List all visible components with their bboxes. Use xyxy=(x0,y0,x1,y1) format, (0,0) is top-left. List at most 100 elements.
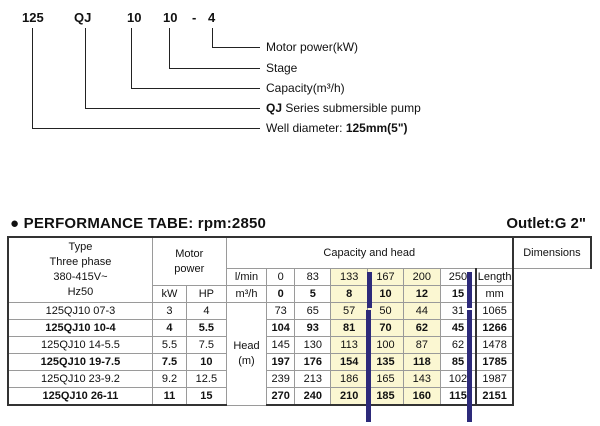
head-label-line: Head xyxy=(233,339,260,352)
head-cell: 130 xyxy=(294,336,332,354)
head-cell: 62 xyxy=(403,319,441,337)
hp-cell: 5.5 xyxy=(186,319,227,337)
hp-header: HP xyxy=(186,285,227,303)
kw-header: kW xyxy=(151,285,188,303)
type-header-line: Three phase xyxy=(49,256,112,268)
range-marker-left xyxy=(366,310,371,422)
connector-line xyxy=(212,47,260,48)
connector-line xyxy=(212,28,213,48)
table-row: 125QJ10 19-7.5 7.5 10 197 176 154 135 11… xyxy=(6,353,591,371)
code-stage: 10 xyxy=(163,10,178,25)
mm-header: mm xyxy=(475,285,514,303)
lmin-value: 83 xyxy=(294,268,332,286)
length-cell: 2151 xyxy=(475,387,514,406)
lmin-value: 167 xyxy=(366,268,405,286)
well-diameter-label: Well diameter: 125mm(5") xyxy=(266,121,408,135)
kw-cell: 3 xyxy=(151,302,188,320)
connector-line xyxy=(131,28,132,89)
hp-cell: 15 xyxy=(186,387,227,406)
head-cell: 73 xyxy=(266,302,296,320)
motor-header-line: power xyxy=(174,262,205,275)
m3h-value: 0 xyxy=(266,285,296,303)
m3h-value: 5 xyxy=(294,285,332,303)
table-row: 125QJ10 23-9.2 9.2 12.5 239 213 186 165 … xyxy=(6,370,591,388)
lmin-value: 200 xyxy=(403,268,441,286)
head-cell: 50 xyxy=(366,302,405,320)
head-cell: 145 xyxy=(266,336,296,354)
kw-cell: 7.5 xyxy=(151,353,188,371)
head-cell: 239 xyxy=(266,370,296,388)
connector-line xyxy=(32,128,260,129)
performance-table: Type Three phase 380-415V~ Hz50 Motor po… xyxy=(6,236,593,406)
type-header: Type Three phase 380-415V~ Hz50 xyxy=(6,236,153,303)
head-cell: 154 xyxy=(330,353,368,371)
series-text: Series submersible pump xyxy=(282,101,421,115)
motor-header-line: Motor xyxy=(175,247,204,260)
head-cell: 213 xyxy=(294,370,332,388)
m3h-value: 12 xyxy=(403,285,441,303)
model-cell: 125QJ10 14-5.5 xyxy=(6,336,153,354)
table-row: 125QJ10 26-11 11 15 270 240 210 185 160 … xyxy=(6,387,591,406)
head-cell: 240 xyxy=(294,387,332,406)
head-cell: 93 xyxy=(294,319,332,337)
kw-cell: 4 xyxy=(151,319,188,337)
outlet-size: Outlet:G 2" xyxy=(506,215,586,232)
series-prefix: QJ xyxy=(266,101,283,115)
head-label: Head (m) xyxy=(225,302,268,406)
connector-line xyxy=(85,28,86,109)
head-cell: 270 xyxy=(266,387,296,406)
length-cell: 1478 xyxy=(475,336,514,354)
motor-power-label: Motor power(kW) xyxy=(266,40,359,54)
table-row: 125QJ10 10-4 4 5.5 104 93 81 70 62 45 12… xyxy=(6,319,591,337)
code-capacity: 10 xyxy=(127,10,142,25)
head-cell: 118 xyxy=(403,353,441,371)
head-cell: 87 xyxy=(403,336,441,354)
type-header-line: Type xyxy=(68,241,93,253)
range-marker-right xyxy=(467,310,472,422)
motor-power-header: Motor power xyxy=(151,236,227,286)
head-cell: 100 xyxy=(366,336,405,354)
lmin-value: 0 xyxy=(266,268,296,286)
length-cell: 1266 xyxy=(475,319,514,337)
head-cell: 81 xyxy=(330,319,368,337)
hp-cell: 10 xyxy=(186,353,227,371)
head-cell: 197 xyxy=(266,353,296,371)
well-value: 125mm(5") xyxy=(345,121,408,135)
head-cell: 44 xyxy=(403,302,441,320)
length-cell: 1987 xyxy=(475,370,514,388)
length-cell: 1065 xyxy=(475,302,514,320)
series-label: QJ Series submersible pump xyxy=(266,101,421,115)
head-cell: 65 xyxy=(294,302,332,320)
connector-line xyxy=(131,88,260,89)
connector-line xyxy=(169,28,170,69)
performance-title: ● PERFORMANCE TABE: rpm:2850 xyxy=(10,215,267,232)
code-series: QJ xyxy=(74,10,92,25)
length-cell: 1785 xyxy=(475,353,514,371)
head-cell: 113 xyxy=(330,336,368,354)
head-cell: 165 xyxy=(366,370,405,388)
capacity-head-header: Capacity and head xyxy=(225,236,514,269)
head-cell: 143 xyxy=(403,370,441,388)
head-cell: 210 xyxy=(330,387,368,406)
range-marker-right xyxy=(467,272,472,308)
model-cell: 125QJ10 10-4 xyxy=(6,319,153,337)
head-cell: 186 xyxy=(330,370,368,388)
type-header-line: 380-415V~ xyxy=(53,271,108,283)
connector-line xyxy=(32,28,33,129)
capacity-label: Capacity(m³/h) xyxy=(266,81,345,95)
hp-cell: 12.5 xyxy=(186,370,227,388)
kw-cell: 9.2 xyxy=(151,370,188,388)
head-cell: 176 xyxy=(294,353,332,371)
head-label-line: (m) xyxy=(238,354,255,367)
connector-line xyxy=(169,68,260,69)
lmin-value: 133 xyxy=(330,268,368,286)
kw-cell: 5.5 xyxy=(151,336,188,354)
dimensions-header: Dimensions xyxy=(511,236,593,269)
model-cell: 125QJ10 07-3 xyxy=(6,302,153,320)
head-cell: 57 xyxy=(330,302,368,320)
m3h-unit: m³/h xyxy=(225,285,268,303)
stage-label: Stage xyxy=(266,61,298,75)
kw-cell: 11 xyxy=(151,387,188,406)
lmin-unit: l/min xyxy=(225,268,268,286)
connector-line xyxy=(85,108,260,109)
